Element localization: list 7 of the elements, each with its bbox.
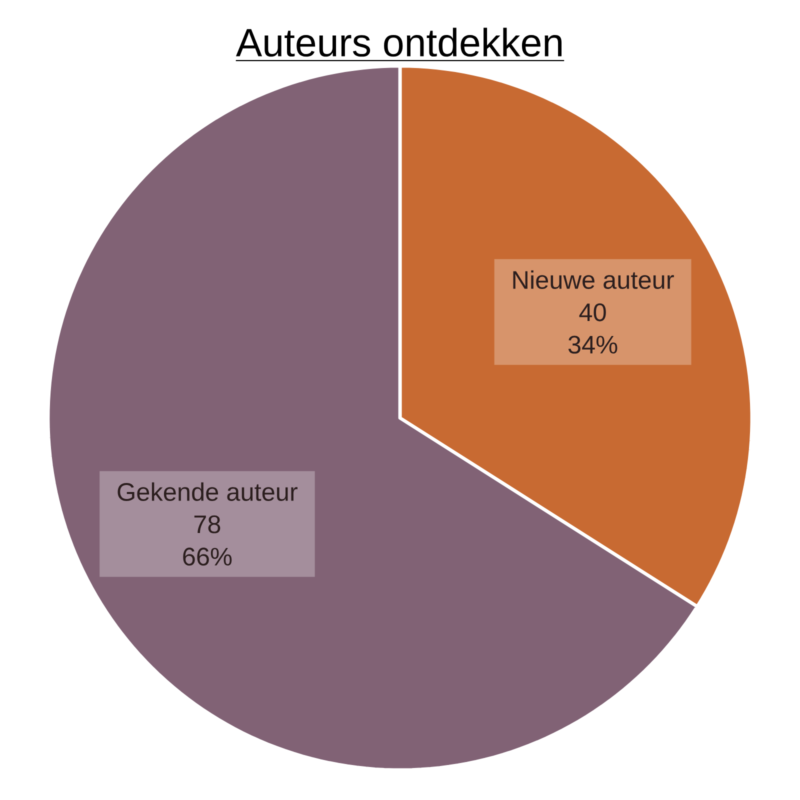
data-label: 34% [568,336,618,354]
text: 78 [194,515,220,534]
chart-title: Auteurs ontdekken [236,28,562,57]
text: 40 [579,303,606,322]
slice-label: Nieuwe auteur [513,270,674,289]
slice-label: Gekende auteur [118,482,298,501]
data-label: 66% [183,548,232,566]
